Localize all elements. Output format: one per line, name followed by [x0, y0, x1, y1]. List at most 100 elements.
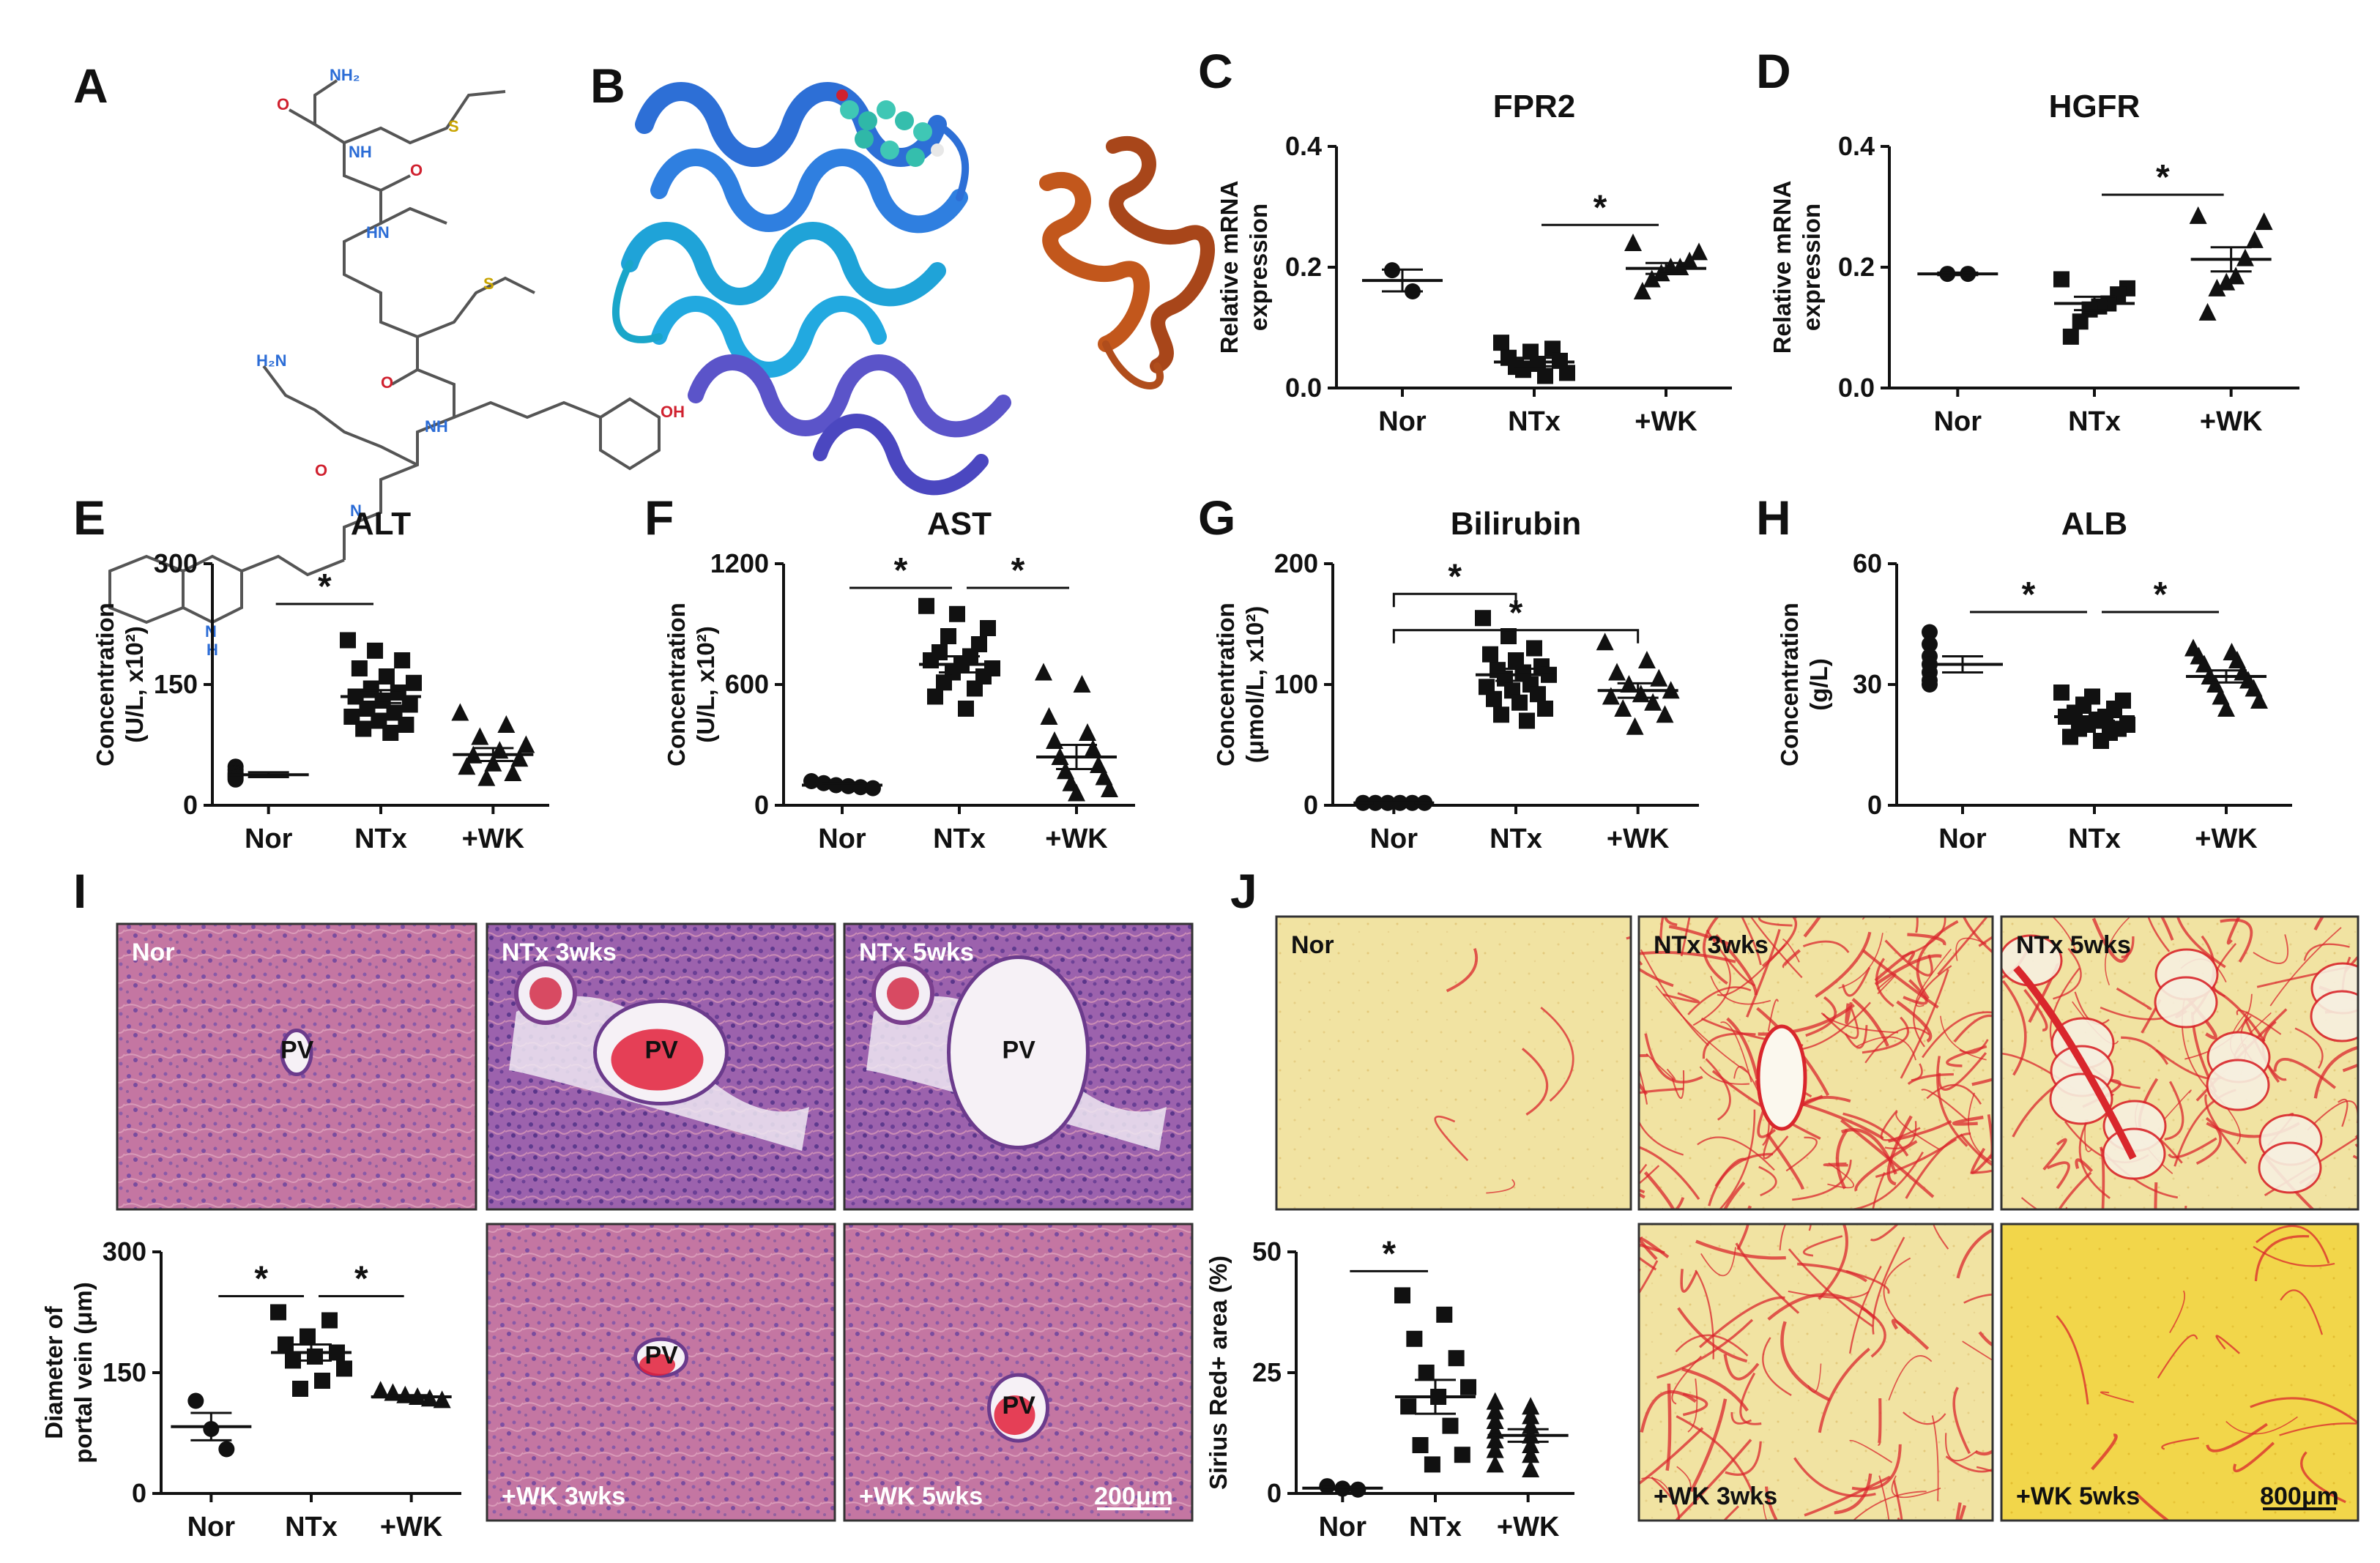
- collagen-fiber: [2338, 1098, 2349, 1127]
- blood-cells: [887, 977, 919, 1010]
- data-point: [504, 764, 522, 781]
- significance-star: *: [894, 551, 908, 590]
- panel-label-d: D: [1756, 44, 1791, 98]
- collagen-fiber: [1722, 1505, 1739, 1521]
- data-point: [1519, 712, 1535, 729]
- data-point: [1454, 1447, 1470, 1463]
- significance-star: *: [1382, 1234, 1396, 1273]
- y-tick-label: 150: [103, 1357, 146, 1387]
- data-point: [2189, 206, 2207, 224]
- collagen-fiber: [1840, 1119, 1935, 1198]
- collagen-fiber: [1803, 917, 1822, 938]
- data-point: [321, 1312, 338, 1329]
- data-point: [1650, 668, 1668, 687]
- data-point: [2195, 654, 2213, 673]
- atom-label: O: [381, 373, 393, 392]
- data-point: [927, 688, 943, 705]
- atom-label: NH: [349, 143, 372, 161]
- data-point: [2236, 248, 2254, 266]
- panel-label-i: I: [73, 864, 86, 918]
- histology-he-ntx-5wks: PV NTx 5wks: [843, 922, 1194, 1211]
- loop-ribbon: [611, 260, 663, 343]
- collagen-fiber: [1779, 1224, 1787, 1251]
- data-point: [2072, 313, 2089, 330]
- collagen-fiber: [1651, 1477, 1680, 1521]
- significance-star: *: [1509, 594, 1523, 633]
- nodule: [2154, 976, 2218, 1029]
- data-point: [1460, 1379, 1476, 1395]
- collagen-fiber: [2254, 1235, 2310, 1282]
- atom-label: O: [277, 95, 289, 113]
- y-tick-label: 0.4: [1838, 131, 1875, 161]
- data-point: [865, 780, 881, 797]
- collagen-fiber: [1872, 1172, 1886, 1209]
- collagen-fiber: [1434, 1115, 1469, 1162]
- collagen-fiber: [2100, 1146, 2105, 1209]
- collagen-fiber: [2344, 955, 2358, 973]
- x-tick-label: Nor: [1319, 1512, 1367, 1543]
- collagen-fiber: [1886, 1115, 1913, 1186]
- carbonyl-bond-3: [391, 368, 418, 386]
- helix-ribbon: [1106, 136, 1215, 373]
- data-point: [1412, 1437, 1429, 1453]
- chart-title: ALT: [351, 506, 411, 542]
- histology-grid: PV Nor PV NTx 3wks PV NTx 5wks PV +WK 3wks PV +WK…: [116, 915, 2359, 1522]
- data-point: [2198, 302, 2217, 321]
- collagen-fiber: [1959, 1133, 1993, 1167]
- collagen-fiber: [1851, 1444, 1902, 1491]
- collagen-fiber: [1845, 1001, 1853, 1024]
- histology-sr-nor: Nor: [1275, 915, 1632, 1211]
- data-point: [1486, 1411, 1504, 1429]
- collagen-fiber: [1639, 1237, 1657, 1271]
- histology-sr-ntx-5wks: NTx 5wks: [2000, 915, 2359, 1211]
- collagen-fiber: [2091, 1433, 2118, 1471]
- met-side-chain: [343, 90, 506, 145]
- data-point: [401, 696, 418, 713]
- collagen-fiber: [1785, 1136, 1818, 1172]
- collagen-fiber: [1933, 1224, 1949, 1250]
- data-point: [1486, 1455, 1504, 1473]
- collagen-fiber: [1723, 1354, 1760, 1381]
- collagen-fiber: [1717, 944, 1786, 996]
- data-point: [458, 757, 476, 775]
- collagen-fiber: [1895, 1111, 1940, 1150]
- collagen-fiber: [2256, 1225, 2330, 1264]
- collagen-fiber: [1697, 1136, 1775, 1171]
- collagen-fiber: [1940, 1015, 1987, 1061]
- collagen-fiber: [1884, 939, 1933, 977]
- collagen-fiber: [1864, 1026, 1930, 1064]
- data-point: [218, 1441, 235, 1458]
- blood-cells: [611, 1029, 704, 1091]
- collagen-fiber: [1976, 1466, 1993, 1473]
- collagen-fiber: [1788, 1290, 1870, 1299]
- chart-f: 0 600 1200 Nor NTx +WK AST Concentration(U/L, x…: [663, 506, 1135, 854]
- data-point: [1522, 1406, 1540, 1425]
- collagen-fiber: [1780, 1321, 1831, 1402]
- collagen-fiber: [2253, 934, 2288, 964]
- collagen-fiber: [1676, 1415, 1755, 1496]
- collagen-fiber: [1907, 1073, 1954, 1086]
- collagen-fiber: [1665, 1383, 1672, 1471]
- loop-ribbon: [934, 121, 970, 201]
- y-tick-label: 0: [183, 790, 198, 820]
- data-point: [1922, 676, 1938, 693]
- y-axis-label: Sirius Red+ area (%): [1205, 1256, 1232, 1490]
- significance-star: *: [318, 567, 332, 606]
- collagen-fiber: [1722, 1181, 1746, 1209]
- data-point: [2245, 679, 2263, 697]
- data-point: [2228, 651, 2246, 668]
- data-point: [936, 674, 952, 691]
- image-label: +WK 3wks: [1654, 1482, 1777, 1510]
- data-point: [1101, 780, 1118, 797]
- data-point: [2227, 266, 2245, 285]
- collagen-fiber: [2121, 1036, 2169, 1065]
- data-point: [1406, 1330, 1423, 1347]
- collagen-fiber: [1842, 1112, 1909, 1157]
- x-tick-label: +WK: [380, 1512, 443, 1543]
- collagen-fiber: [1915, 917, 1919, 933]
- collagen-fiber: [1818, 1347, 1870, 1433]
- collagen-fiber: [1903, 1411, 1946, 1425]
- panel-label-f: F: [644, 490, 674, 545]
- y-tick-label: 300: [154, 548, 198, 578]
- vessel-lumen: [1756, 1024, 1807, 1131]
